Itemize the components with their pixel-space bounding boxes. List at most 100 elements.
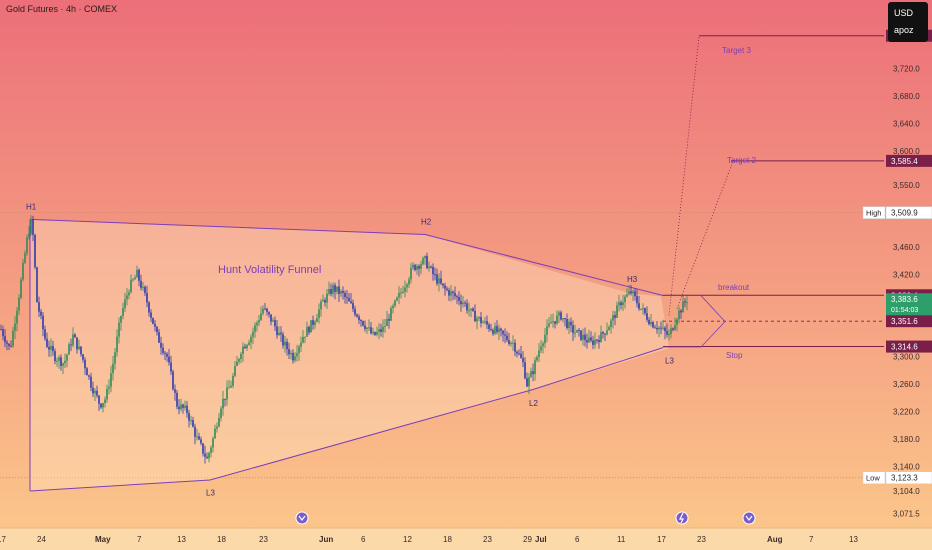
candle [24,250,26,265]
candle [80,346,82,357]
candle-body [184,405,186,408]
stop-label: Stop [726,351,743,360]
candle [134,274,136,280]
candle [64,353,66,369]
candle-body [68,344,70,355]
candle [674,317,676,331]
candle-body [128,292,130,296]
candle-body [562,318,564,320]
time-tick[interactable]: 7 [809,535,814,544]
candle [192,416,194,428]
price-tick[interactable]: 3,680.0 [893,92,920,101]
price-axis[interactable]: 3,720.0 3,680.0 3,640.0 3,600.0 3,550.0 3,460… [893,65,920,519]
price-tick[interactable]: 3,420.0 [893,270,920,279]
flash-icon[interactable] [675,511,689,525]
candle [316,313,318,323]
candle-body [598,340,600,343]
candle [422,256,424,266]
price-tick[interactable]: 3,460.0 [893,243,920,252]
candle-body [176,392,178,407]
candle-body [140,280,142,288]
time-tick[interactable]: 12 [403,535,412,544]
candle [298,344,300,361]
candle [452,290,454,301]
time-tick[interactable]: 23 [259,535,268,544]
candle [110,365,112,393]
time-tick[interactable]: Aug [767,535,783,544]
time-tick[interactable]: 11 [617,535,626,544]
candle [340,289,342,297]
time-tick[interactable]: 18 [217,535,226,544]
candle [656,320,658,334]
time-tick[interactable]: 17 [657,535,666,544]
candle-body [528,377,530,387]
candle [426,252,428,270]
annotations: H1 H2 H3 L3 L2 L3 [26,202,674,497]
price-tick[interactable]: 3,180.0 [893,435,920,444]
time-tick[interactable]: 6 [575,535,580,544]
candle-body [358,316,360,320]
price-tick[interactable]: 3,720.0 [893,65,920,74]
candle [346,290,348,305]
price-tick[interactable]: 3,071.5 [893,509,920,518]
candle [100,403,102,409]
time-tick[interactable]: 7 [137,535,142,544]
time-tick[interactable]: 23 [483,535,492,544]
time-tick[interactable]: 23 [697,535,706,544]
time-tick[interactable]: 13 [849,535,858,544]
candle-body [224,398,226,400]
candle [268,311,270,318]
dividend-icon[interactable] [742,511,756,525]
time-tick[interactable]: 17 [0,535,6,544]
candle-body [510,342,512,344]
price-tick[interactable]: 3,140.0 [893,462,920,471]
price-tick[interactable]: 3,220.0 [893,407,920,416]
price-tick[interactable]: 3,104.0 [893,487,920,496]
candle [604,333,606,342]
candle-body [388,318,390,321]
candle-body [616,305,618,318]
time-tick[interactable]: Jun [319,535,333,544]
candle [294,352,296,363]
candle [560,310,562,321]
time-tick[interactable]: 18 [443,535,452,544]
candle-body [110,373,112,387]
price-tick[interactable]: 3,260.0 [893,380,920,389]
time-tick[interactable]: 29 [523,535,532,544]
candle [490,323,492,332]
candle-body [496,326,498,333]
candle [662,319,664,331]
dividend-icon[interactable] [295,511,309,525]
candle-body [448,290,450,296]
price-tick[interactable]: 3,600.0 [893,147,920,156]
candle [562,317,564,323]
price-tick[interactable]: 3,300.0 [893,353,920,362]
candle [304,336,306,344]
time-tick[interactable]: 13 [177,535,186,544]
candle [296,345,298,362]
candle [350,293,352,305]
candle [518,349,520,356]
candle-body [452,291,454,294]
price-tick[interactable]: 3,550.0 [893,181,920,190]
candle-body [4,336,6,343]
candle-body [32,219,34,235]
candle-body [330,288,332,294]
candle-body [210,447,212,453]
candle-body [534,360,536,375]
candle-body [514,342,516,352]
time-tick[interactable]: 24 [37,535,46,544]
currency-box[interactable]: USD apoz [888,2,928,42]
time-tick[interactable]: Jul [535,535,547,544]
candle-body [622,302,624,306]
upper-trendline [29,218,664,297]
time-tick[interactable]: May [95,535,111,544]
price-tick[interactable]: 3,640.0 [893,119,920,128]
candle-body [322,300,324,302]
candle-body [606,330,608,335]
time-tick[interactable]: 6 [361,535,366,544]
candle-body [94,390,96,394]
candle-body [498,328,500,333]
